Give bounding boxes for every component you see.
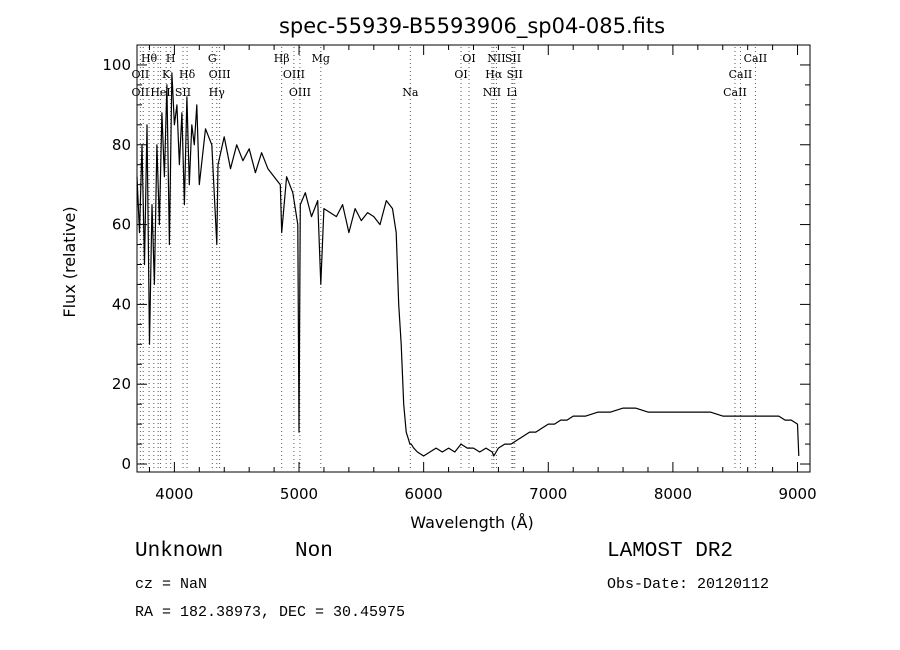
emission-line-label: OII [132,86,150,99]
emission-line-label: Mg [312,52,330,65]
y-tick-label: 40 [112,295,131,313]
x-tick-label: 8000 [654,485,692,503]
emission-line-label: Hβ [274,52,290,65]
coordinates: RA = 182.38973, DEC = 30.45975 [135,604,406,621]
x-tick-label: 6000 [405,485,443,503]
emission-line-label: Hδ [179,68,196,81]
emission-line-label: H [166,52,176,65]
emission-line-label: CaII [723,86,747,99]
x-tick-label: 7000 [529,485,567,503]
y-axis-ticks: 0 20 40 60 80 100 [102,56,810,473]
y-tick-label: 0 [121,455,131,473]
emission-line-label: Hγ [209,86,226,99]
spectrum-line [136,72,800,457]
emission-line-label: SII [505,52,521,65]
x-axis-ticks: 4000 5000 6000 7000 8000 9000 [148,45,817,503]
y-tick-label: 80 [112,136,131,154]
redshift-cz: cz = NaN [135,576,208,593]
object-subclass: Non [295,540,333,563]
emission-line-label: OIII [289,86,311,99]
x-tick-label: 5000 [280,485,318,503]
emission-line-label: OIII [209,68,231,81]
y-tick-label: 20 [112,375,131,393]
emission-line-label: G [208,52,217,65]
object-class: Unknown [135,540,224,563]
y-tick-label: 100 [102,56,131,74]
emission-line-label: SII [507,68,523,81]
x-axis-label: Wavelength (Å) [410,513,533,532]
emission-line-label: CaII [744,52,768,65]
y-axis-label: Flux (relative) [60,206,79,317]
spectrum-chart: spec-55939-B5593906_sp04-085.fits Hθ H G Hβ… [60,14,817,532]
emission-line-label: Na [402,86,419,99]
emission-line-label: Hθ [141,52,158,65]
survey-name: LAMOST DR2 [607,540,734,563]
emission-line-label: SII [175,86,191,99]
emission-line-label: Li [506,86,517,99]
emission-line-label: Hα [485,68,503,81]
emission-line-label: NII [487,52,505,65]
emission-line-label: HeI [150,86,170,99]
observation-date: Obs-Date: 20120112 [607,576,770,593]
x-tick-label: 9000 [778,485,816,503]
emission-line-label: OII [132,68,150,81]
y-tick-label: 60 [112,216,131,234]
emission-line-label: OIII [283,68,305,81]
chart-title: spec-55939-B5593906_sp04-085.fits [279,14,665,39]
emission-line-markers [139,47,756,470]
emission-line-label: CaII [729,68,753,81]
emission-line-label: OI [462,52,475,65]
x-tick-label: 4000 [155,485,193,503]
emission-line-label: K [162,68,171,81]
emission-line-label: NII [483,86,501,99]
emission-line-label: OI [454,68,467,81]
plot-frame [136,44,811,473]
